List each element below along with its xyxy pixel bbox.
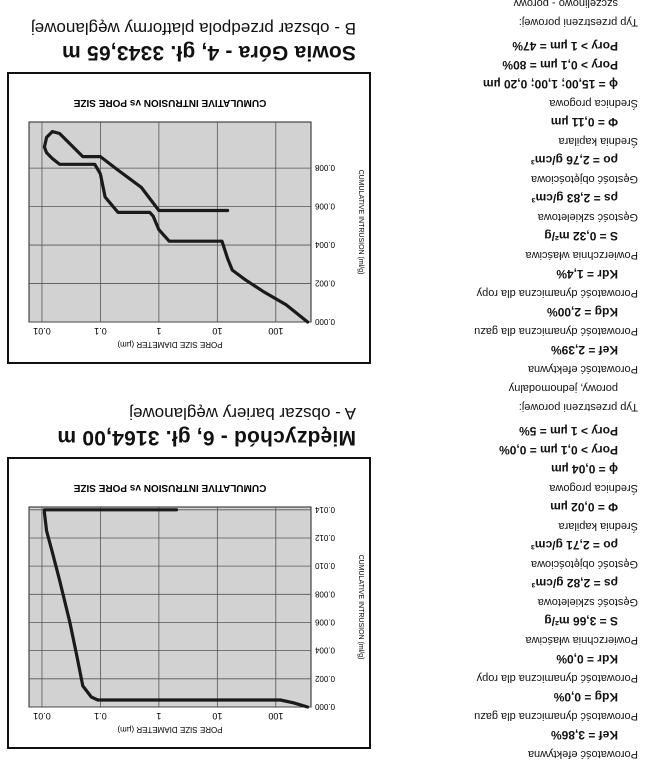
- param-value: Φ = 0,02 µm: [550, 500, 618, 514]
- intrusion-chart-b: 100 10 1 0.1 0.01 0.000 0.002 0.004 0.006 0.008 CU…: [28, 97, 364, 349]
- x-axis-label: PORE SIZE DIAMETER (µm): [117, 340, 222, 349]
- sample-subtitle: B - obszar przedpola platformy węglanowe…: [30, 19, 356, 38]
- y-tick-label: 0.000: [314, 702, 335, 711]
- y-axis-label: CUMULATIVE INTRUSION (ml/g): [357, 555, 364, 660]
- param-label: Średnica progowa: [549, 97, 638, 109]
- param-value: ρs = 2,83 g/cm³: [531, 191, 618, 205]
- param-value: Kdr = 1,4%: [556, 267, 618, 281]
- param-value: Pory > 0,1 µm = 0,0%: [499, 443, 618, 457]
- y-tick-label: 0.010: [314, 561, 335, 570]
- pore-type-heading: Typ przestrzeni porowej:: [518, 16, 638, 28]
- param-label: Porowatość dynamiczna dla ropy: [476, 672, 638, 684]
- parameter-list: Porowatość efektywna Kef = 3,86% Porowat…: [388, 378, 638, 763]
- y-tick-label: 0.004: [314, 646, 335, 655]
- y-tick-label: 0.008: [314, 163, 335, 172]
- param-label: Powierzchnia właściwa: [525, 249, 639, 261]
- intrusion-curve: [42, 130, 310, 324]
- param-value: ϕ = 0,04 µm: [551, 462, 618, 476]
- sample-subtitle: A - obszar bariery węglanowej: [129, 404, 356, 423]
- param-value: S = 0,32 m²/g: [544, 229, 618, 243]
- param-value: Kef = 2,39%: [550, 343, 618, 357]
- y-tick-label: 0.002: [314, 279, 335, 288]
- param-label: Średnica progowa: [549, 482, 638, 494]
- param-value: ρo = 2,76 g/cm³: [530, 153, 618, 167]
- intrusion-chart-a: 100 10 1 0.1 0.01 0.000 0.002 0.004 0.006 0.008 0.…: [28, 482, 364, 734]
- x-tick-label: 100: [268, 326, 283, 336]
- x-axis-label: PORE SIZE DIAMETER (µm): [117, 725, 222, 734]
- x-tick-label: 10: [212, 326, 222, 336]
- chart-frame: 100 10 1 0.1 0.01 0.000 0.002 0.004 0.006 0.008 0.…: [7, 457, 371, 749]
- panel-a: 100 10 1 0.1 0.01 0.000 0.002 0.004 0.006 0.008 0.…: [0, 382, 646, 769]
- param-label: Gęstość objętościowa: [531, 173, 638, 185]
- param-label: Porowatość dynamiczna dla gazu: [474, 710, 638, 722]
- y-tick-label: 0.014: [314, 505, 335, 514]
- param-value: ρs = 2,82 g/cm³: [531, 576, 618, 590]
- intrusion-curve: [42, 508, 310, 709]
- param-value: Φ = 0,11 µm: [550, 115, 618, 129]
- param-label: Gęstość szkieletowa: [537, 211, 638, 223]
- x-tick-label: 0.1: [94, 326, 107, 336]
- param-label: Porowatość efektywna: [527, 363, 638, 375]
- sample-title: Międzychód - 6, gł. 3164,00 m: [57, 426, 356, 449]
- x-tick-label: 1: [156, 711, 161, 721]
- x-tick-label: 10: [212, 711, 222, 721]
- pore-type-value: szczelinowo - porowy: [513, 0, 618, 9]
- y-tick-label: 0.008: [314, 589, 335, 598]
- y-tick-label: 0.012: [314, 533, 335, 542]
- y-tick-label: 0.004: [314, 240, 335, 249]
- param-label: Gęstość szkieletowa: [537, 596, 638, 608]
- param-label: Gęstość objętościowa: [531, 558, 638, 570]
- param-value: Kdg = 0,0%: [553, 690, 618, 704]
- x-tick-label: 0.1: [94, 711, 107, 721]
- x-tick-label: 100: [268, 711, 283, 721]
- sample-title: Sowia Góra - 4, gł. 3343,65 m: [61, 41, 356, 64]
- x-tick-label: 1: [156, 326, 161, 336]
- y-axis-label: CUMULATIVE INTRUSION (ml/g): [357, 170, 364, 275]
- param-label: Porowatość dynamiczna dla gazu: [474, 325, 638, 337]
- param-value: Pory > 0,1 µm = 80%: [502, 58, 618, 72]
- x-tick-label: 0.01: [33, 711, 51, 721]
- param-label: Średnia kapilara: [558, 520, 639, 532]
- param-value: Kdr = 0,0%: [556, 652, 618, 666]
- param-label: Średnia kapilara: [558, 135, 639, 147]
- chart-frame: 100 10 1 0.1 0.01 0.000 0.002 0.004 0.006 0.008 CU…: [7, 72, 371, 364]
- y-tick-label: 0.002: [314, 674, 335, 683]
- chart-title: CUMULATIVE INTRUSION vs PORE SIZE: [73, 482, 266, 493]
- plot-area: [28, 506, 312, 708]
- param-label: Powierzchnia właściwa: [525, 634, 639, 646]
- param-label: Porowatość efektywna: [527, 748, 638, 760]
- param-value: Pory > 1 µm = 47%: [512, 39, 618, 53]
- param-value: Kdg = 2,00%: [546, 305, 618, 319]
- chart-title: CUMULATIVE INTRUSION vs PORE SIZE: [73, 97, 266, 108]
- param-value: ϕ = 15,00; 1,00; 0,20 µm: [483, 77, 618, 91]
- plot-area: [28, 121, 312, 323]
- param-value: S = 3,66 m²/g: [544, 614, 618, 628]
- y-tick-label: 0.006: [314, 202, 335, 211]
- pore-type-heading: Typ przestrzeni porowej:: [518, 401, 638, 413]
- y-tick-label: 0.000: [314, 317, 335, 326]
- y-tick-label: 0.006: [314, 617, 335, 626]
- param-value: ρo = 2,71 g/cm³: [530, 538, 618, 552]
- param-value: Kef = 3,86%: [550, 728, 618, 742]
- param-label: Porowatość dynamiczna dla ropy: [476, 287, 638, 299]
- x-tick-label: 0.01: [33, 326, 51, 336]
- panel-b: 100 10 1 0.1 0.01 0.000 0.002 0.004 0.006 0.008 CU…: [0, 0, 646, 384]
- parameter-list: Porowatość efektywna Kef = 2,39% Porowat…: [388, 0, 638, 378]
- param-value: Pory > 1 µm = 5%: [519, 424, 618, 438]
